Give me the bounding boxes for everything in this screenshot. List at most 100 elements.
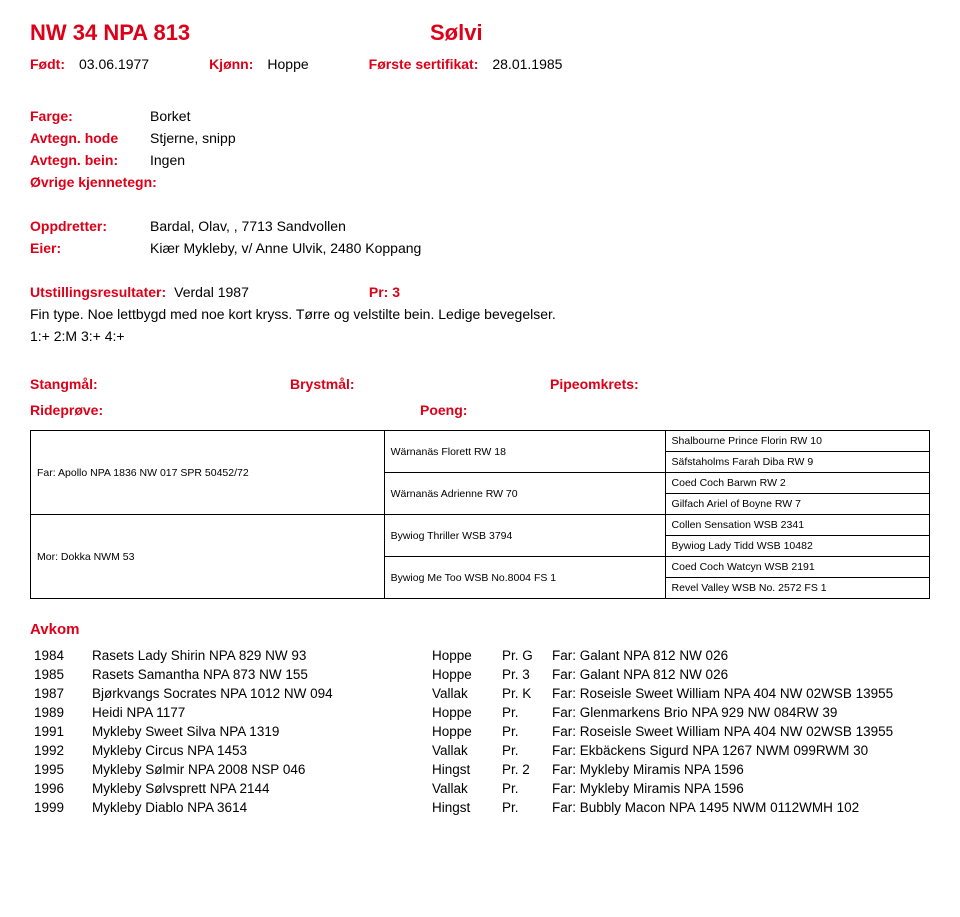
offspring-table: 1984Rasets Lady Shirin NPA 829 NW 93Hopp… [30, 646, 930, 817]
offspring-name: Heidi NPA 1177 [88, 703, 428, 722]
offspring-grade: Pr. [498, 722, 548, 741]
offspring-sex: Vallak [428, 779, 498, 798]
ped-sss: Shalbourne Prince Florin RW 10 [665, 431, 929, 452]
bryst-label: Brystmål: [290, 376, 355, 392]
pipe-label: Pipeomkrets: [550, 376, 639, 392]
offspring-row: 1996Mykleby Sølvsprett NPA 2144VallakPr.… [30, 779, 930, 798]
leg-mark-label: Avtegn. bein: [30, 152, 150, 168]
color-value: Borket [150, 108, 190, 124]
sex-value: Hoppe [267, 56, 308, 72]
offspring-sex: Vallak [428, 741, 498, 760]
offspring-year: 1985 [30, 665, 88, 684]
offspring-row: 1984Rasets Lady Shirin NPA 829 NW 93Hopp… [30, 646, 930, 665]
ped-ds: Bywiog Thriller WSB 3794 [384, 515, 665, 557]
ped-dam: Mor: Dokka NWM 53 [31, 515, 385, 599]
ped-sire: Far: Apollo NPA 1836 NW 017 SPR 50452/72 [31, 431, 385, 515]
avkom-header: Avkom [30, 621, 930, 638]
born-value: 03.06.1977 [79, 56, 149, 72]
offspring-name: Mykleby Diablo NPA 3614 [88, 798, 428, 817]
offspring-year: 1999 [30, 798, 88, 817]
ped-ddd: Revel Valley WSB No. 2572 FS 1 [665, 578, 929, 599]
offspring-year: 1989 [30, 703, 88, 722]
offspring-sex: Hoppe [428, 722, 498, 741]
offspring-name: Rasets Samantha NPA 873 NW 155 [88, 665, 428, 684]
breeder-section: Oppdretter: Bardal, Olav, , 7713 Sandvol… [30, 218, 930, 256]
offspring-row: 1995Mykleby Sølmir NPA 2008 NSP 046Hings… [30, 760, 930, 779]
show-section: Utstillingsresultater: Verdal 1987 Pr: 3… [30, 284, 930, 344]
owner-value: Kiær Mykleby, v/ Anne Ulvik, 2480 Koppan… [150, 240, 421, 256]
offspring-year: 1992 [30, 741, 88, 760]
offspring-sex: Hingst [428, 760, 498, 779]
owner-label: Eier: [30, 240, 150, 256]
offspring-grade: Pr. 3 [498, 665, 548, 684]
offspring-row: 1992Mykleby Circus NPA 1453VallakPr.Far:… [30, 741, 930, 760]
offspring-sire: Far: Roseisle Sweet William NPA 404 NW 0… [548, 684, 930, 703]
offspring-name: Mykleby Sølvsprett NPA 2144 [88, 779, 428, 798]
offspring-sire: Far: Galant NPA 812 NW 026 [548, 646, 930, 665]
offspring-sire: Far: Roseisle Sweet William NPA 404 NW 0… [548, 722, 930, 741]
offspring-name: Mykleby Circus NPA 1453 [88, 741, 428, 760]
reg-number: NW 34 NPA 813 [30, 20, 430, 46]
offspring-sire: Far: Galant NPA 812 NW 026 [548, 665, 930, 684]
offspring-sex: Hingst [428, 798, 498, 817]
offspring-year: 1987 [30, 684, 88, 703]
cert-value: 28.01.1985 [492, 56, 562, 72]
offspring-grade: Pr. [498, 798, 548, 817]
offspring-sire: Far: Bubbly Macon NPA 1495 NWM 0112WMH 1… [548, 798, 930, 817]
meta-row: Født: 03.06.1977 Kjønn: Hoppe Første ser… [30, 56, 930, 72]
leg-mark-value: Ingen [150, 152, 185, 168]
ped-dds: Coed Coch Watcyn WSB 2191 [665, 557, 929, 578]
sex-label: Kjønn: [209, 56, 253, 72]
offspring-grade: Pr. 2 [498, 760, 548, 779]
offspring-sex: Hoppe [428, 646, 498, 665]
offspring-sire: Far: Mykleby Miramis NPA 1596 [548, 779, 930, 798]
ride-row: Rideprøve: Poeng: [30, 402, 930, 418]
ped-sdd: Gilfach Ariel of Boyne RW 7 [665, 494, 929, 515]
info-section: Farge: Borket Avtegn. hode Stjerne, snip… [30, 108, 930, 190]
offspring-year: 1991 [30, 722, 88, 741]
other-mark-label: Øvrige kjennetegn: [30, 174, 157, 190]
show-desc1: Fin type. Noe lettbygd med noe kort krys… [30, 306, 930, 322]
offspring-year: 1995 [30, 760, 88, 779]
ped-dd: Bywiog Me Too WSB No.8004 FS 1 [384, 557, 665, 599]
offspring-sire: Far: Glenmarkens Brio NPA 929 NW 084RW 3… [548, 703, 930, 722]
offspring-row: 1987Bjørkvangs Socrates NPA 1012 NW 094V… [30, 684, 930, 703]
offspring-grade: Pr. K [498, 684, 548, 703]
show-res-value: Verdal 1987 [174, 284, 249, 300]
show-pr-label: Pr: 3 [369, 284, 400, 300]
stang-label: Stangmål: [30, 376, 98, 392]
offspring-grade: Pr. [498, 779, 548, 798]
offspring-sire: Far: Mykleby Miramis NPA 1596 [548, 760, 930, 779]
ped-ssd: Säfstaholms Farah Diba RW 9 [665, 452, 929, 473]
poeng-label: Poeng: [420, 402, 467, 418]
measurements-row: Stangmål: Brystmål: Pipeomkrets: [30, 376, 930, 392]
offspring-name: Bjørkvangs Socrates NPA 1012 NW 094 [88, 684, 428, 703]
offspring-name: Rasets Lady Shirin NPA 829 NW 93 [88, 646, 428, 665]
ped-ss: Wärnanäs Florett RW 18 [384, 431, 665, 473]
offspring-row: 1985Rasets Samantha NPA 873 NW 155HoppeP… [30, 665, 930, 684]
head-mark-value: Stjerne, snipp [150, 130, 236, 146]
offspring-year: 1996 [30, 779, 88, 798]
show-desc2: 1:+ 2:M 3:+ 4:+ [30, 328, 930, 344]
offspring-grade: Pr. [498, 703, 548, 722]
offspring-sex: Hoppe [428, 665, 498, 684]
ride-label: Rideprøve: [30, 402, 103, 418]
offspring-name: Mykleby Sweet Silva NPA 1319 [88, 722, 428, 741]
offspring-year: 1984 [30, 646, 88, 665]
horse-name: Sølvi [430, 20, 483, 46]
offspring-sex: Vallak [428, 684, 498, 703]
offspring-row: 1989Heidi NPA 1177HoppePr.Far: Glenmarke… [30, 703, 930, 722]
born-label: Født: [30, 56, 65, 72]
offspring-row: 1991Mykleby Sweet Silva NPA 1319HoppePr.… [30, 722, 930, 741]
ped-dsd: Bywiog Lady Tidd WSB 10482 [665, 536, 929, 557]
title-row: NW 34 NPA 813 Sølvi [30, 20, 930, 46]
cert-label: Første sertifikat: [369, 56, 479, 72]
ped-sds: Coed Coch Barwn RW 2 [665, 473, 929, 494]
ped-sd: Wärnanäs Adrienne RW 70 [384, 473, 665, 515]
breeder-label: Oppdretter: [30, 218, 150, 234]
pedigree-table: Far: Apollo NPA 1836 NW 017 SPR 50452/72… [30, 430, 930, 599]
offspring-grade: Pr. G [498, 646, 548, 665]
offspring-name: Mykleby Sølmir NPA 2008 NSP 046 [88, 760, 428, 779]
offspring-sire: Far: Ekbäckens Sigurd NPA 1267 NWM 099RW… [548, 741, 930, 760]
ped-dss: Collen Sensation WSB 2341 [665, 515, 929, 536]
